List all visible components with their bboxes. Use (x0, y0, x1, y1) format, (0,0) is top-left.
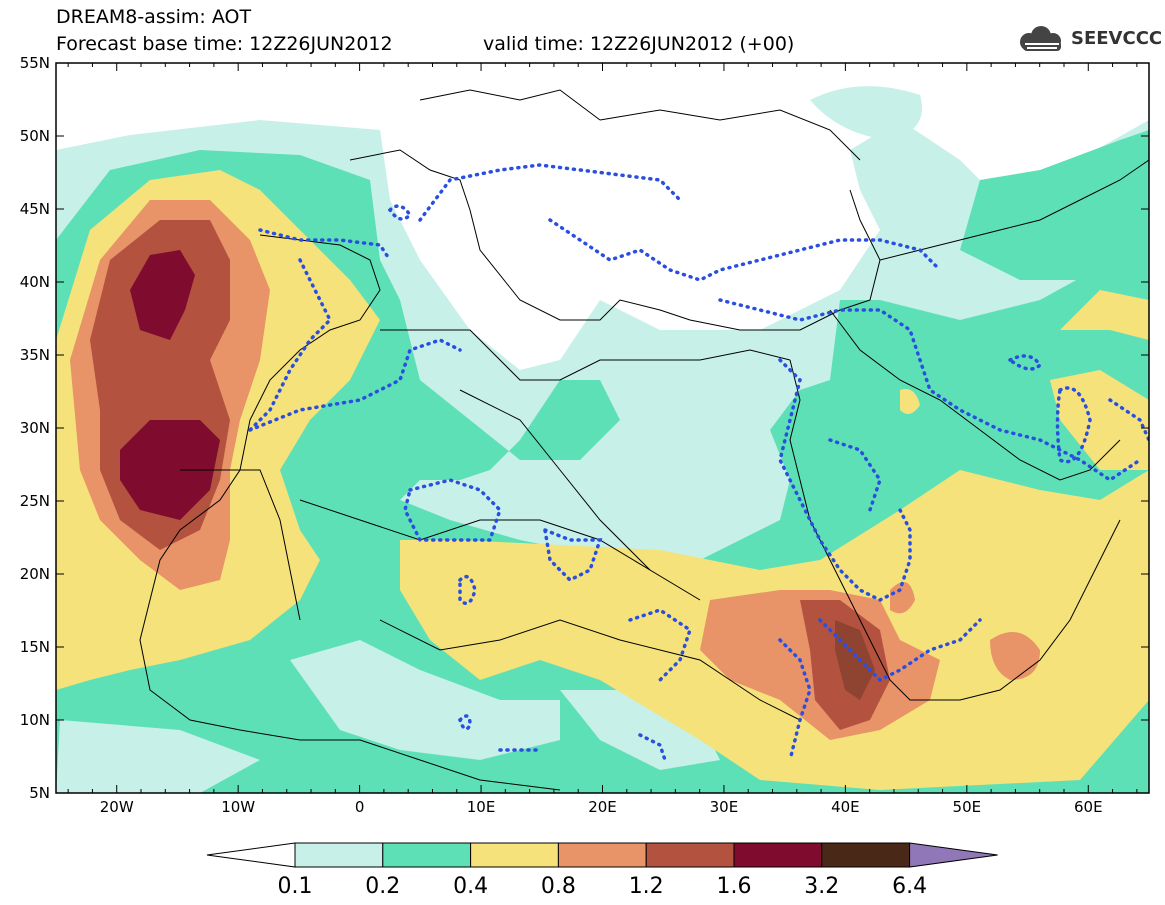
colorbar-level-label: 3.2 (804, 874, 839, 899)
lon-label: 20W (100, 798, 134, 816)
aot-field (56, 63, 1149, 793)
title-line-2: Forecast base time: 12Z26JUN2012 (56, 33, 393, 55)
lat-label: 40N (20, 273, 50, 291)
lat-label: 50N (20, 127, 50, 145)
colorbar-level-label: 0.1 (278, 874, 313, 899)
colorbar-low-extension (206, 842, 296, 868)
title-line-1: DREAM8-assim: AOT (56, 6, 252, 28)
lat-label: 35N (20, 346, 50, 364)
colorbar-bin (645, 842, 735, 868)
colorbar-level-label: 0.8 (541, 874, 576, 899)
aot-contour-3.2 (835, 620, 875, 700)
colorbar-bin (382, 842, 472, 868)
axis-ticks (56, 62, 1149, 794)
colorbar-high-extension (909, 842, 998, 868)
lat-label: 10N (20, 711, 50, 729)
coastlines (139, 89, 1149, 791)
colorbar-level-label: 0.4 (453, 874, 488, 899)
dotted-contours (248, 163, 1149, 762)
lon-label: 10E (467, 798, 496, 816)
colorbar-level-label: 6.4 (892, 874, 927, 899)
lat-label: 45N (20, 200, 50, 218)
lon-label: 40E (831, 798, 860, 816)
colorbar-level-label: 1.2 (629, 874, 664, 899)
lon-label: 50E (953, 798, 982, 816)
aot-contour-1.6 (130, 250, 195, 340)
lat-label: 25N (20, 492, 50, 510)
lat-label: 20N (20, 565, 50, 583)
seevccc-logo: SEEVCCC (1015, 24, 1162, 56)
lon-label: 30E (710, 798, 739, 816)
colorbar-level-label: 0.2 (365, 874, 400, 899)
valid-time: valid time: 12Z26JUN2012 (+00) (483, 33, 795, 55)
latitude-labels: 55N 50N 45N 40N 35N 30N 25N 20N 15N 10N 5N (20, 54, 50, 802)
lon-label: 10W (221, 798, 255, 816)
logo-text: SEEVCCC (1071, 28, 1163, 49)
lon-label: 60E (1074, 798, 1103, 816)
lon-label: 20E (588, 798, 617, 816)
longitude-labels: 20W 10W 0 10E 20E 30E 40E 50E 60E (100, 798, 1103, 816)
cloud-logo-icon (1020, 26, 1061, 51)
lon-label: 0 (355, 798, 365, 816)
colorbar-bin (470, 842, 559, 868)
colorbar-bin (733, 842, 823, 868)
lat-label: 30N (20, 419, 50, 437)
lat-label: 15N (20, 638, 50, 656)
colorbar-bin (557, 842, 647, 868)
lat-label: 55N (20, 54, 50, 72)
colorbar-level-label: 1.6 (717, 874, 752, 899)
lat-label: 5N (29, 784, 50, 802)
colorbar-bin (821, 842, 911, 868)
colorbar-bin (294, 842, 384, 868)
